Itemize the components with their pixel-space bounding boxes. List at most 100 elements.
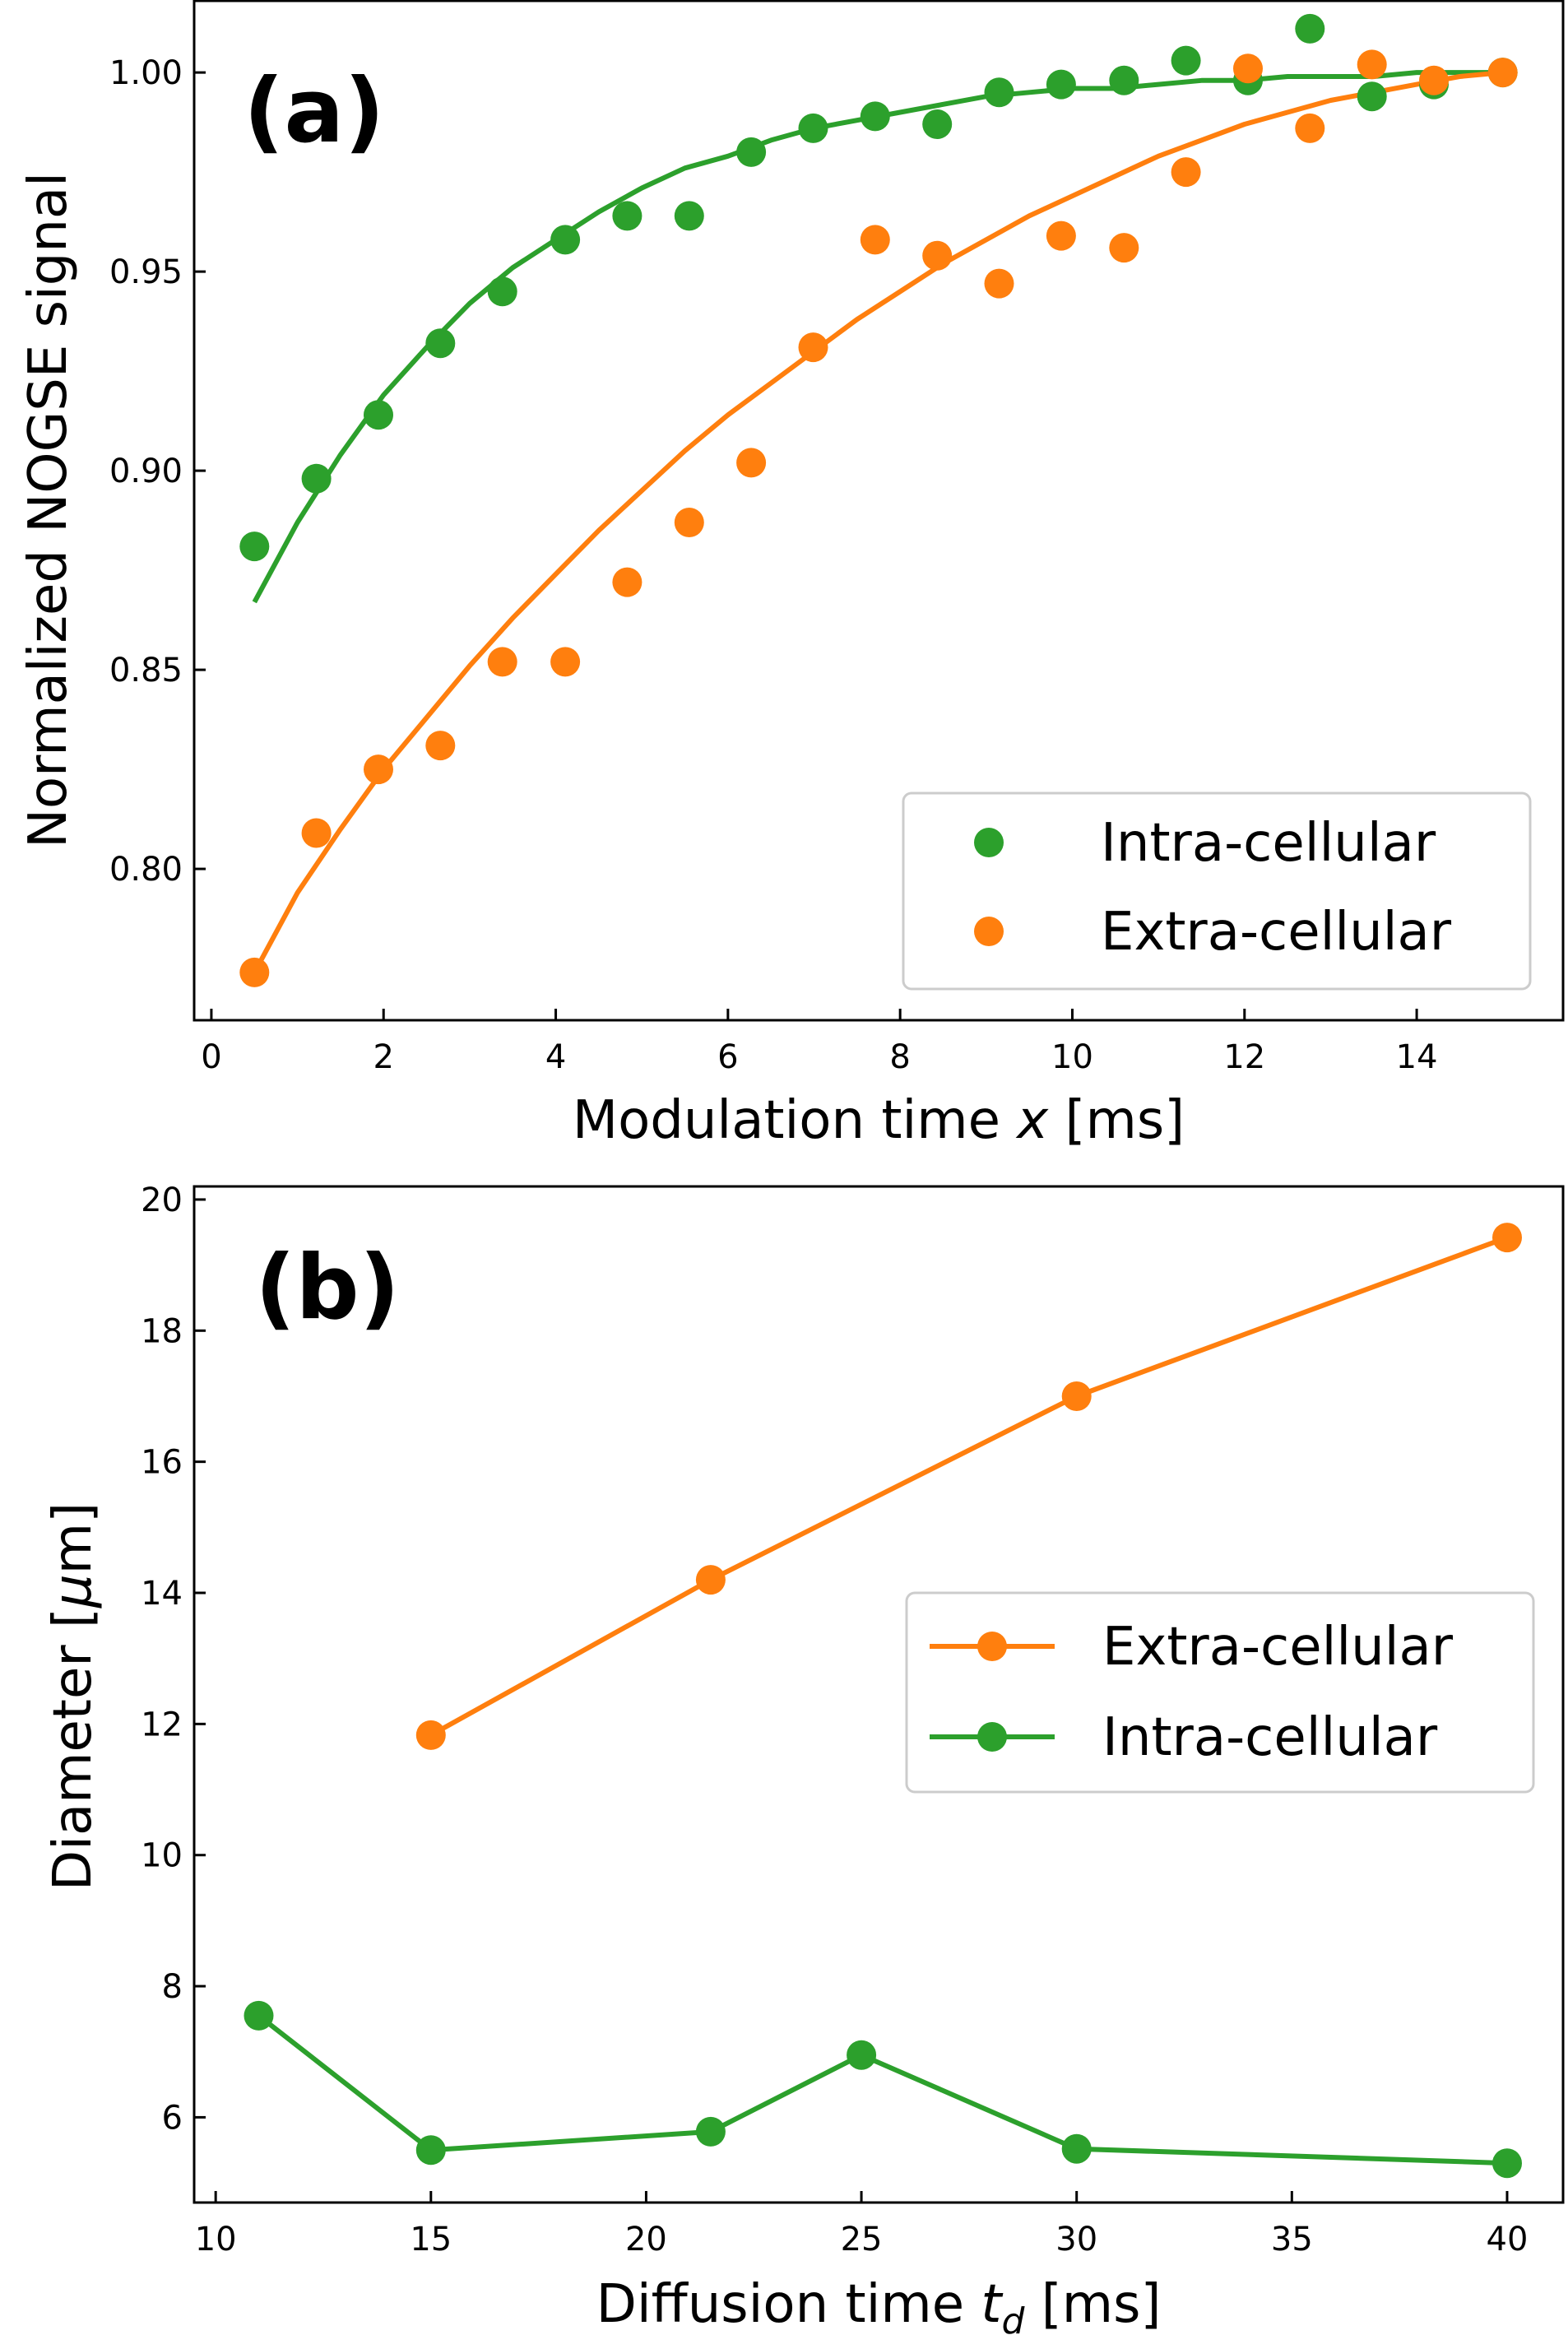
panel-a-point-extra-cellular [1419,65,1449,95]
panel-a-point-intra-cellular [1357,81,1387,112]
panel-a-point-extra-cellular [984,268,1014,299]
panel-a-point-extra-cellular [550,647,581,677]
panel-a-point-extra-cellular [860,225,890,255]
panel-b-x-ticks: 10 15 20 25 30 35 40 [195,2191,1529,2258]
panel-b-plot-frame [193,1185,1565,2204]
panel-a-point-intra-cellular [674,201,704,231]
panel-a-point-extra-cellular [674,508,704,537]
panel-b-x-axis-label-sub: d [1002,2300,1026,2335]
panel-b-x-axis-label: Diffusion time td [ms] [596,2274,1162,2335]
panel-b-x-tick-label: 15 [410,2221,452,2258]
panel-a-legend-marker-intra [974,828,1004,857]
panel-a-x-tick-label: 8 [889,1038,910,1076]
panel-b-point-intra-cellular [415,2135,446,2166]
panel-a-data-points [239,13,1518,987]
panel-a-x-ticks: 0 2 4 6 8 10 12 14 [201,1009,1438,1076]
panel-b-point-extra-cellular [695,1565,726,1595]
panel-a-y-ticks: 0.80 0.85 0.90 0.95 1.00 [109,54,206,889]
panel-a-y-tick-label: 0.90 [109,453,183,490]
panel-a-x-tick-label: 14 [1396,1038,1438,1076]
panel-a-point-extra-cellular [487,647,517,677]
panel-a-legend-label-extra: Extra-cellular [1101,902,1452,963]
panel-a-tag: (a) [244,60,385,163]
panel-b-x-axis-label-prefix: Diffusion time [596,2274,981,2335]
panel-a-point-intra-cellular [1295,13,1325,44]
panel-b-legend-marker-intra [977,1722,1007,1752]
panel-a-y-tick-label: 0.95 [109,253,183,291]
panel-a-point-intra-cellular [425,328,456,359]
panel-a-point-extra-cellular [301,818,332,848]
panel-a-point-intra-cellular [798,113,828,143]
panel-b-series-lines [257,1235,1509,2166]
panel-a-legend-label-intra: Intra-cellular [1101,813,1436,874]
panel-a-point-intra-cellular [364,400,393,430]
panel-b-point-intra-cellular [244,2000,274,2031]
panel-b-y-tick-label: 20 [141,1181,183,1219]
panel-a-x-axis-label-var: x [1015,1090,1049,1151]
panel-b-y-axis-label: Diameter [μm] [43,1502,104,1891]
panel-a-point-intra-cellular [1046,69,1076,100]
panel-b-point-intra-cellular [1061,2133,1092,2164]
panel-b-x-axis-label-suffix: [ms] [1024,2274,1161,2335]
panel-b-x-tick-label: 40 [1487,2221,1529,2258]
panel-b-x-tick-label: 25 [841,2221,883,2258]
panel-a-point-extra-cellular [1233,53,1263,84]
panel-a-point-intra-cellular [860,101,890,132]
panel-a-point-intra-cellular [1109,65,1139,95]
panel-b-tag: (b) [255,1237,400,1339]
panel-a-point-extra-cellular [425,731,456,761]
panel-a-point-intra-cellular [487,276,517,307]
panel-a-point-intra-cellular [301,463,332,494]
panel-b-y-tick-label: 10 [141,1837,183,1875]
panel-b-y-tick-label: 18 [141,1312,183,1350]
panel-a-point-intra-cellular [612,201,643,231]
panel-a-x-tick-label: 4 [545,1038,566,1076]
panel-b-y-axis-label-var: μ [43,1574,104,1609]
panel-b-y-tick-label: 12 [141,1706,183,1743]
panel-a-x-tick-label: 12 [1223,1038,1265,1076]
panel-b-x-tick-label: 20 [625,2221,667,2258]
panel-a-point-extra-cellular [798,332,828,363]
panel-a: 0 2 4 6 8 10 12 14 0.80 0.85 0.90 0.95 1.00 (a) Nor… [18,0,1565,1151]
panel-b-y-tick-label: 6 [162,2099,183,2137]
panel-a-y-tick-label: 0.80 [109,851,183,889]
panel-b-legend-label-extra: Extra-cellular [1102,1617,1454,1678]
panel-b-legend-marker-extra [977,1632,1007,1661]
panel-b-y-tick-label: 14 [141,1575,183,1613]
panel-a-point-extra-cellular [1046,221,1076,251]
panel-b-x-tick-label: 10 [195,2221,237,2258]
panel-a-x-axis-label-suffix: [ms] [1048,1090,1185,1151]
panel-a-point-intra-cellular [922,109,953,139]
panel-a-point-extra-cellular [922,240,953,271]
panel-b-y-ticks: 6 8 10 12 14 16 18 20 [141,1181,206,2137]
panel-a-y-tick-label: 1.00 [109,54,183,92]
panel-b-legend-frame [905,1591,1535,1794]
panel-a-x-axis-label: Modulation time x [ms] [573,1090,1185,1151]
panel-b-point-intra-cellular [847,2040,877,2070]
panel-b-x-tick-label: 35 [1271,2221,1313,2258]
panel-a-point-extra-cellular [239,957,270,987]
panel-a-x-axis-label-prefix: Modulation time [573,1090,1017,1151]
panel-a-x-tick-label: 6 [717,1038,738,1076]
panel-a-x-tick-label: 10 [1051,1038,1093,1076]
panel-a-y-tick-label: 0.85 [109,652,183,689]
panel-a-legend: Intra-cellular Extra-cellular [902,791,1532,991]
panel-a-point-extra-cellular [1357,49,1387,80]
panel-a-point-intra-cellular [239,532,270,562]
panel-b-point-intra-cellular [1492,2148,1522,2179]
panel-a-y-axis-label: Normalized NOGSE signal [18,172,79,848]
panel-b-point-extra-cellular [1061,1381,1092,1411]
panel-b-y-tick-label: 8 [162,1968,183,2006]
panel-a-point-extra-cellular [1295,113,1325,143]
panel-b-point-extra-cellular [1492,1223,1522,1253]
panel-a-point-intra-cellular [550,225,581,255]
panel-a-point-extra-cellular [1171,157,1201,188]
panel-b-series-line-intra-cellular [257,2013,1508,2166]
panel-a-point-extra-cellular [1487,58,1518,88]
panel-a-legend-marker-extra [974,917,1004,946]
panel-b-y-axis-label-prefix: Diameter [ [43,1608,104,1891]
panel-b-y-axis-label-suffix: m] [43,1502,104,1574]
panel-a-x-tick-label: 2 [373,1038,394,1076]
panel-a-legend-frame [902,791,1532,991]
